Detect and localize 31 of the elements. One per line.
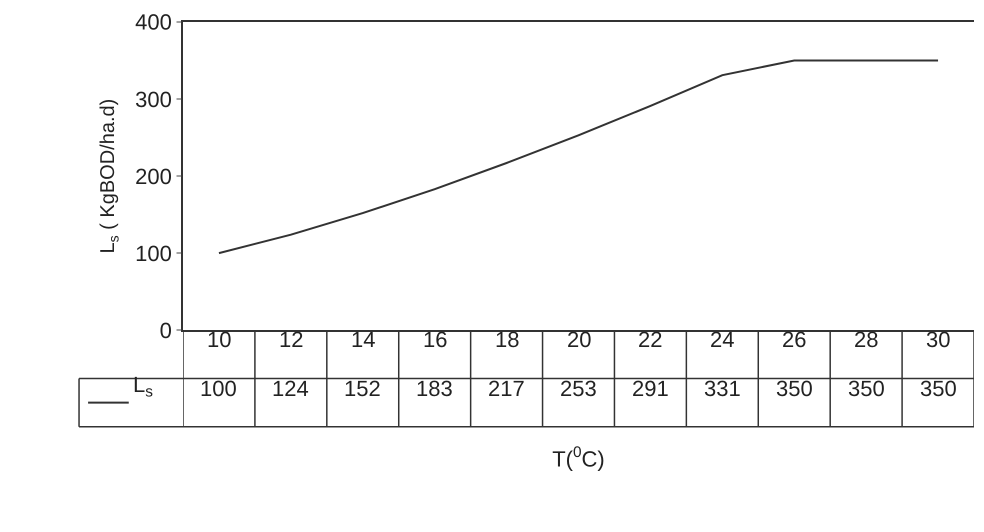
data-label: 350 [848,376,885,401]
x-tick-label: 14 [351,327,376,352]
y-tick-label: 200 [135,164,172,189]
x-axis-title: T($^{0}$C) [552,444,605,472]
x-tick-label: 16 [423,327,448,352]
x-tick-label: 18 [495,327,520,352]
x-tick-label: 20 [567,327,592,352]
text: ( KgBOD/ha.d) [97,98,120,230]
x-tick-label: 12 [279,327,304,352]
data-label: 100 [200,376,237,401]
data-label: 253 [560,376,597,401]
y-tick-label: 0 [160,318,172,343]
y-tick-label: 100 [135,240,172,266]
data-label: 291 [632,376,669,401]
data-label: 350 [920,376,957,401]
data-label: 217 [488,376,525,401]
data-label: 183 [416,376,453,401]
x-tick-label: 26 [782,327,806,352]
x-tick-label: 10 [207,327,232,352]
line-series [218,60,940,254]
text: L$_{s}$ [133,372,153,401]
x-tick-label: 28 [854,327,878,352]
x-tick-label: 30 [926,327,950,352]
data-label: 331 [704,376,741,401]
x-tick-label: 22 [638,327,662,352]
y-tick-label: 300 [135,86,172,112]
data-label: 350 [776,376,813,401]
x-tick-label: 24 [710,327,734,352]
y-tick-label: 400 [135,10,172,35]
data-label: 124 [272,376,309,401]
data-label: 152 [344,376,381,401]
